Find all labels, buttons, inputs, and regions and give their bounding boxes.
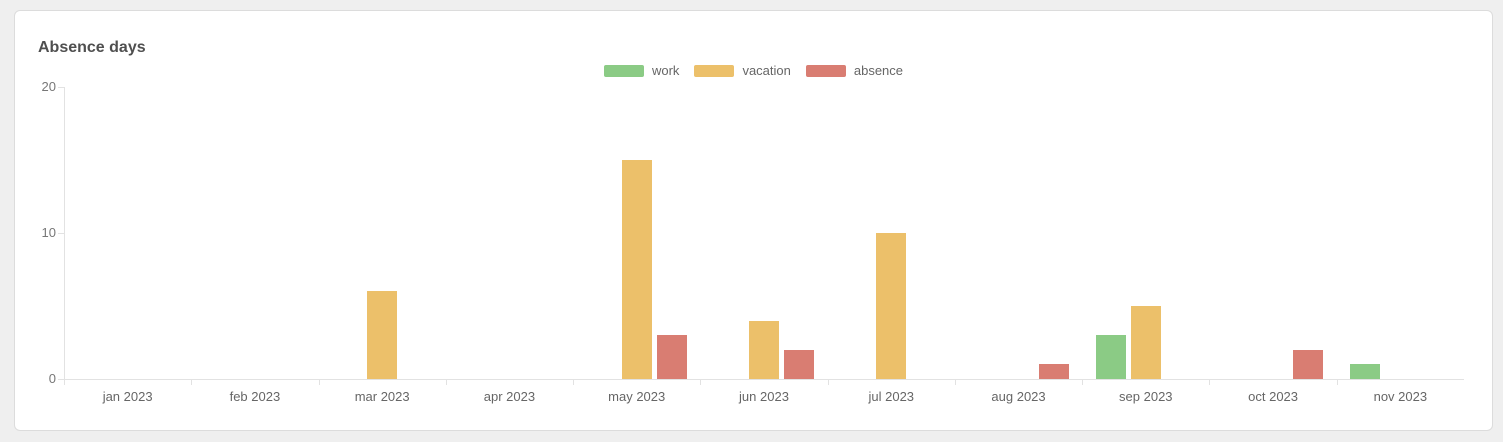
legend: work vacation absence [15,63,1492,78]
absence-bar[interactable] [656,335,687,379]
absence-bar[interactable] [1038,364,1069,379]
chart-area: 0 10 20 jan 2023 feb 2023 mar 2023 apr 2023 may… [15,11,1492,430]
vacation-bar[interactable] [621,160,652,379]
y-axis-tick [58,87,64,88]
x-axis-label: sep 2023 [1119,389,1173,404]
x-axis-label: may 2023 [608,389,666,404]
y-axis-tick [58,233,64,234]
x-axis-tick [445,379,447,385]
work-bar[interactable] [1350,364,1381,379]
vacation-bar[interactable] [1130,306,1161,379]
x-axis-label: nov 2023 [1373,389,1428,404]
x-axis-label: oct 2023 [1248,389,1299,404]
x-axis-tick [318,379,320,385]
x-axis-label: jan 2023 [102,389,153,404]
vacation-bar[interactable] [367,291,398,379]
work-legend-swatch [603,64,644,77]
x-axis-tick [827,379,829,385]
x-axis-label: feb 2023 [229,389,281,404]
vacation-bar[interactable] [749,320,779,379]
x-axis-label: mar 2023 [354,389,410,404]
legend-label: absence [853,63,904,78]
chart-title: Absence days [38,39,146,56]
x-axis-tick [191,379,193,385]
x-axis-tick [1336,379,1338,385]
x-axis-line [64,379,1464,380]
legend-item-absence[interactable]: absence [805,63,904,78]
x-axis-label: jul 2023 [868,389,915,404]
absence-legend-swatch [805,64,846,77]
x-axis-tick [64,379,65,385]
vacation-bar[interactable] [876,233,907,379]
absence-bar[interactable] [1293,349,1324,379]
legend-label: vacation [742,63,791,78]
x-axis-tick [954,379,956,385]
x-axis-tick [573,379,575,385]
legend-item-vacation[interactable]: vacation [694,63,791,78]
work-bar[interactable] [1095,335,1126,379]
x-axis-label: jun 2023 [739,389,789,404]
y-axis-line [64,87,65,379]
x-axis-tick [1082,379,1084,385]
x-axis-tick [700,379,702,385]
x-axis-label: apr 2023 [483,389,536,404]
y-axis-tick [58,379,64,380]
legend-label: work [651,63,680,78]
legend-item-work[interactable]: work [603,63,680,78]
absence-bar[interactable] [784,349,814,379]
y-axis-label: 0 [48,371,56,386]
y-axis-label: 10 [41,225,56,240]
x-axis-tick [1209,379,1211,385]
chart-card: Absence days work vacation absence 0 10 20 ja… [14,10,1493,431]
y-axis-label: 20 [41,79,56,94]
vacation-legend-swatch [694,64,735,77]
x-axis-label: aug 2023 [991,389,1046,404]
